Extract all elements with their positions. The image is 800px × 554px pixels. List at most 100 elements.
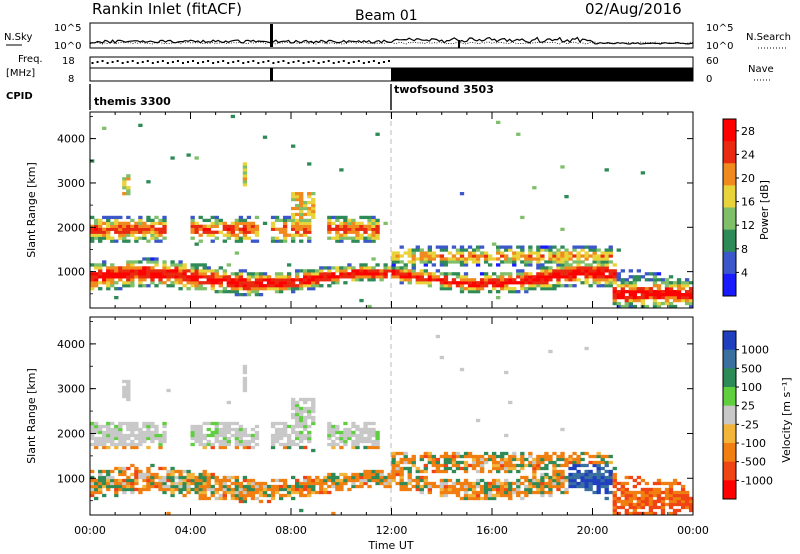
- freq-dot: [352, 61, 355, 63]
- heatmap-cell: [632, 298, 638, 303]
- heatmap-cell: [439, 272, 445, 276]
- colorbar-swatch: [723, 251, 736, 275]
- heatmap-cell: [230, 481, 236, 486]
- heatmap-cell: [536, 284, 541, 288]
- heatmap-cell: [122, 433, 127, 438]
- heatmap-cell: [355, 275, 360, 279]
- heatmap-cell: [194, 287, 199, 291]
- heatmap-cell: [335, 215, 340, 220]
- heatmap-cell: [150, 224, 155, 228]
- heatmap-cell: [588, 248, 593, 252]
- heatmap-cell: [282, 445, 288, 450]
- heatmap-cell: [218, 478, 223, 483]
- heatmap-cell: [210, 275, 215, 279]
- heatmap-cell: [339, 227, 344, 231]
- heatmap-cell: [246, 230, 252, 234]
- heatmap-cell: [214, 224, 219, 228]
- heatmap-cell: [664, 301, 670, 306]
- heatmap-cell: [134, 221, 139, 225]
- heatmap-cell: [407, 475, 412, 480]
- heatmap-cell: [303, 433, 308, 438]
- freq-panel: [89, 56, 694, 82]
- heatmap-cell: [230, 490, 236, 495]
- heatmap-cell: [371, 439, 376, 444]
- heatmap-cell: [652, 304, 658, 309]
- heatmap-cell: [142, 224, 147, 228]
- heatmap-cell: [560, 272, 565, 276]
- heatmap-cell: [186, 469, 191, 474]
- heatmap-cell: [496, 284, 501, 288]
- heatmap-cell: [186, 481, 191, 486]
- heatmap-cell: [299, 281, 304, 285]
- heatmap-cell: [206, 275, 211, 279]
- heatmap-cell: [419, 254, 424, 258]
- heatmap-cell: [162, 230, 167, 234]
- heatmap-cell: [556, 278, 561, 282]
- heatmap-cell: [568, 269, 573, 273]
- heatmap-cell: [423, 281, 428, 285]
- freq-dot: [277, 61, 280, 63]
- heatmap-cell: [688, 298, 694, 303]
- heatmap-cell: [142, 424, 147, 429]
- heatmap-cell: [435, 469, 441, 474]
- heatmap-cell: [299, 224, 304, 228]
- heatmap-cell: [487, 481, 493, 486]
- heatmap-cell: [568, 272, 573, 276]
- heatmap-cell: [632, 505, 638, 510]
- heatmap-cell: [311, 481, 316, 486]
- heatmap-cell: [134, 427, 139, 432]
- freq-dot: [387, 60, 390, 62]
- heatmap-cell: [620, 487, 625, 492]
- heatmap-cell: [492, 242, 497, 246]
- heatmap-cell: [202, 487, 207, 492]
- heatmap-cell: [616, 499, 621, 504]
- heatmap-cell: [270, 442, 276, 447]
- heatmap-cell: [471, 457, 477, 462]
- heatmap-cell: [134, 445, 139, 450]
- heatmap-cell: [588, 254, 593, 258]
- heatmap-cell: [291, 400, 296, 405]
- heatmap-cell: [138, 472, 143, 477]
- heatmap-cell: [359, 472, 364, 477]
- heatmap-cell: [664, 481, 670, 486]
- heatmap-cell: [572, 275, 577, 279]
- heatmap-cell: [198, 281, 203, 285]
- heatmap-cell: [399, 484, 404, 489]
- heatmap-cell: [295, 275, 300, 279]
- heatmap-cell: [198, 433, 203, 438]
- heatmap-cell: [355, 439, 360, 444]
- heatmap-cell: [411, 478, 416, 483]
- heatmap-cell: [548, 257, 553, 261]
- power-y-label: Slant Range [km]: [25, 162, 38, 258]
- heatmap-cell: [190, 218, 195, 223]
- heatmap-cell: [351, 421, 356, 426]
- heatmap-cell: [154, 284, 159, 288]
- heatmap-cell: [246, 221, 252, 225]
- heatmap-cell: [122, 272, 127, 276]
- heatmap-cell: [218, 481, 223, 486]
- heatmap-cell: [154, 257, 159, 261]
- heatmap-cell: [130, 439, 135, 444]
- heatmap-cell: [282, 442, 288, 447]
- heatmap-cell: [299, 481, 304, 486]
- heatmap-cell: [459, 251, 465, 255]
- heatmap-cell: [238, 442, 244, 447]
- heatmap-cell: [134, 275, 139, 279]
- heatmap-cell: [126, 484, 131, 489]
- heatmap-cell: [431, 460, 437, 465]
- heatmap-cell: [612, 263, 617, 267]
- heatmap-cell: [367, 475, 372, 480]
- heatmap-cell: [375, 430, 380, 435]
- heatmap-cell: [126, 215, 131, 220]
- heatmap-cell: [423, 463, 428, 468]
- heatmap-cell: [447, 454, 453, 459]
- heatmap-cell: [475, 287, 481, 291]
- heatmap-cell: [126, 227, 131, 231]
- heatmap-cell: [130, 230, 135, 234]
- heatmap-cell: [198, 496, 203, 501]
- heatmap-cell: [295, 218, 300, 223]
- heatmap-cell: [439, 263, 445, 267]
- heatmap-cell: [286, 484, 292, 489]
- heatmap-cell: [512, 290, 517, 294]
- heatmap-cell: [166, 278, 171, 282]
